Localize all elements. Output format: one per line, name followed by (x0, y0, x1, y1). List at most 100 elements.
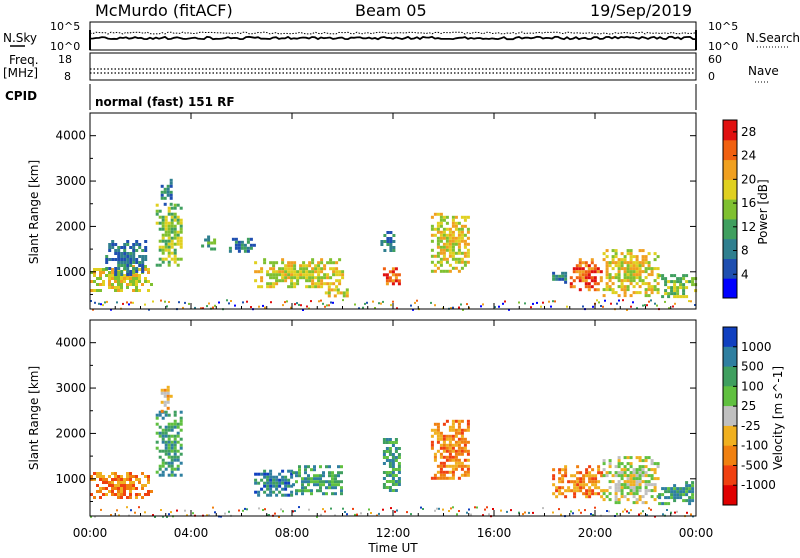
velocity-echo-cell (135, 496, 138, 499)
power-ground-scatter-cell (598, 301, 600, 304)
velocity-echo-cell (272, 475, 276, 479)
power-colorbar-swatch (723, 258, 737, 279)
time-axis: 00:00 04:00 08:00 12:00 16:00 20:00 00:00 (73, 113, 713, 540)
power-echo-cell (176, 233, 180, 237)
power-echo-cell (314, 264, 318, 268)
velocity-echo-cell (617, 489, 621, 493)
velocity-echo-cell (620, 486, 624, 490)
power-echo-cell (578, 267, 582, 271)
power-echo-cell (105, 267, 109, 270)
power-echo-cell (439, 212, 443, 216)
velocity-ground-scatter-cell (486, 506, 488, 509)
power-echo-cell (442, 248, 446, 252)
power-echo-cell (463, 218, 467, 222)
power-echo-cell (383, 249, 387, 252)
power-echo-cell (99, 274, 102, 277)
power-echo-cell (451, 257, 455, 261)
velocity-colorbar-tick-label: -500 (741, 458, 768, 472)
velocity-ground-scatter-cell (320, 513, 322, 516)
velocity-ground-scatter-cell (330, 507, 332, 510)
power-echo-cell (442, 233, 446, 237)
velocity-echo-cell (319, 486, 322, 490)
power-y-tick-label: 4000 (55, 129, 86, 143)
power-echo-cell (439, 236, 443, 240)
velocity-ground-scatter-cell (482, 514, 484, 517)
power-echo-cell (249, 246, 253, 250)
power-echo-cell (269, 276, 273, 280)
power-ground-scatter-cell (648, 300, 650, 303)
power-echo-cell (632, 261, 636, 265)
power-ground-scatter-cell (434, 304, 436, 307)
velocity-echo-cell (552, 468, 556, 472)
power-echo-cell (439, 215, 443, 219)
power-ground-scatter-cell (354, 303, 356, 306)
velocity-echo-cell (585, 474, 589, 478)
velocity-echo-cell (433, 473, 437, 477)
power-echo-cell (167, 236, 171, 240)
power-echo-cell (135, 286, 138, 289)
power-echo-cell (99, 283, 102, 286)
velocity-echo-cell (594, 483, 598, 487)
noise-panel-frame (89, 21, 697, 51)
velocity-echo-cell (617, 498, 621, 502)
velocity-echo-cell (638, 489, 642, 493)
power-echo-cell (275, 276, 279, 280)
power-echo-cell (442, 254, 446, 258)
power-echo-cell (176, 239, 180, 243)
power-echo-cell (161, 221, 165, 225)
velocity-echo-cell (337, 483, 340, 487)
power-echo-cell (436, 212, 440, 216)
velocity-echo-cell (576, 465, 580, 469)
noise-search-label: N.Search (746, 31, 800, 45)
velocity-echo-cell (451, 464, 455, 468)
power-echo-cell (126, 273, 130, 276)
velocity-echo-cell (685, 484, 689, 488)
power-echo-cell (96, 277, 99, 280)
velocity-ground-scatter-cell (522, 513, 524, 516)
power-echo-cell (326, 273, 330, 277)
power-echo-cell (132, 277, 135, 280)
velocity-colorbar-swatch (723, 425, 737, 447)
velocity-echo-cell (319, 489, 322, 493)
power-echo-cell (260, 276, 264, 280)
velocity-echo-cell (334, 480, 337, 484)
velocity-echo-cell (391, 453, 395, 456)
power-echo-cell (266, 282, 270, 286)
power-ground-scatter-cell (184, 301, 186, 304)
velocity-ground-scatter-cell (116, 509, 118, 512)
power-ground-scatter-cell (148, 308, 150, 311)
power-echo-cell (290, 273, 294, 277)
power-echo-cell (111, 271, 114, 274)
power-echo-cell (641, 270, 645, 274)
power-echo-cell (179, 257, 183, 261)
velocity-echo-cell (629, 477, 633, 481)
velocity-ground-scatter-cell (590, 513, 592, 515)
velocity-echo-cell (582, 480, 586, 484)
velocity-echo-cell (451, 422, 455, 426)
velocity-echo-cell (391, 468, 395, 471)
power-ground-scatter-cell (92, 308, 94, 311)
velocity-ground-scatter-cell (168, 513, 170, 516)
power-ground-scatter-cell (320, 299, 322, 302)
power-echo-cell (293, 264, 297, 268)
power-echo-cell (454, 239, 458, 243)
velocity-echo-cell (558, 471, 562, 475)
power-echo-cell (314, 267, 318, 271)
power-echo-cell (382, 273, 386, 277)
power-echo-cell (632, 273, 636, 277)
power-echo-cell (638, 249, 642, 253)
power-echo-cell (638, 285, 642, 289)
power-echo-cell (144, 265, 147, 268)
velocity-echo-cell (463, 470, 467, 474)
velocity-echo-cell (260, 472, 264, 476)
power-ground-scatter-cell (382, 300, 384, 303)
velocity-echo-cell (661, 493, 665, 497)
power-ground-scatter-cell (618, 299, 620, 302)
velocity-ground-scatter-cell (264, 508, 266, 511)
velocity-echo-cell (454, 467, 458, 471)
power-echo-cell (389, 237, 393, 240)
velocity-echo-cell (170, 434, 174, 438)
power-echo-cell (338, 270, 342, 274)
power-echo-cell (169, 193, 173, 197)
velocity-echo-cell (275, 478, 279, 482)
